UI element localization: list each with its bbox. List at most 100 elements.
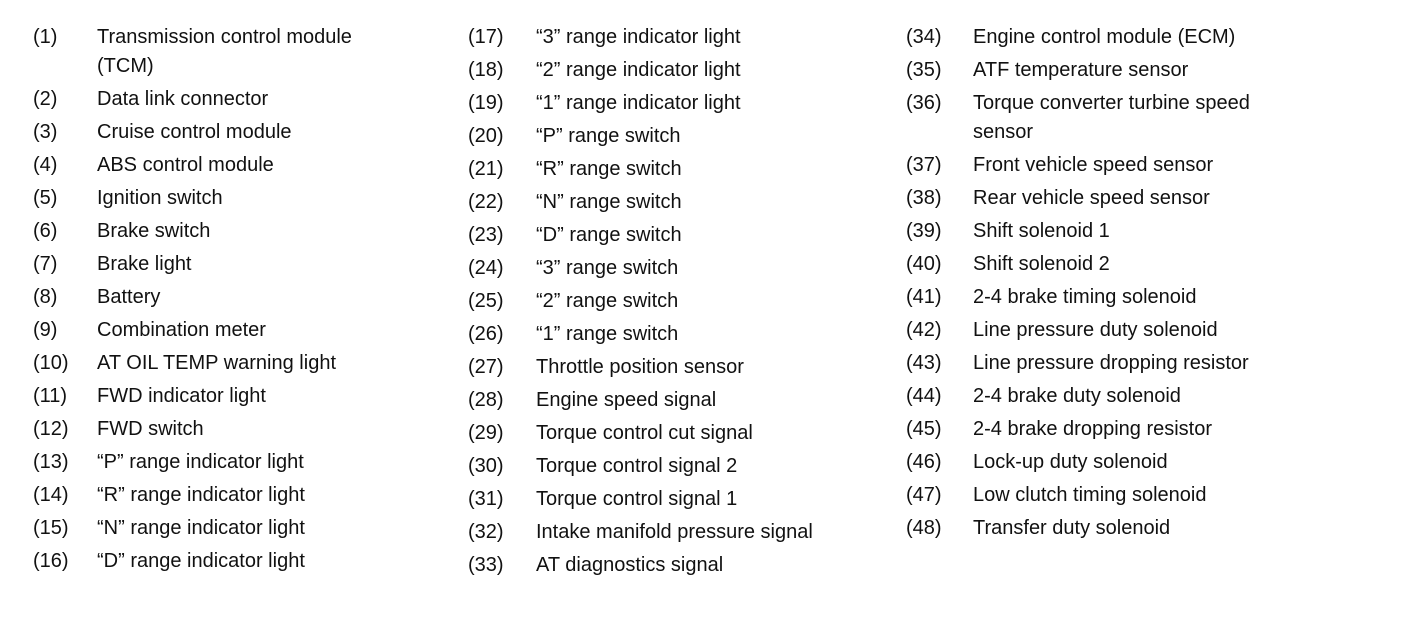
legend-item-label: 2-4 brake timing solenoid [973,283,1250,312]
legend-item: (19) “1” range indicator light [468,89,813,118]
legend-item-label: FWD indicator light [97,382,352,411]
legend-item-label: Torque converter turbine speed sensor [973,89,1250,147]
legend-item: (20) “P” range switch [468,122,813,151]
legend-item-label: “P” range indicator light [97,448,352,477]
legend-item-label-line: Combination meter [97,319,266,341]
legend-item-label-line: Torque converter turbine speed [973,92,1250,114]
legend-item-number: (5) [33,187,58,209]
legend-item-label: “3” range indicator light [536,23,813,52]
legend-item-number: (30) [468,455,504,477]
legend-item-label: Rear vehicle speed sensor [973,184,1250,213]
legend-item: (27) Throttle position sensor [468,353,813,382]
legend-item-label-line: “N” range switch [536,191,682,213]
legend-item-label: “1” range switch [536,320,813,349]
legend-item-label-line: Brake light [97,253,192,275]
legend-item: (5) Ignition switch [33,184,352,213]
legend-item: (46) Lock-up duty solenoid [906,448,1250,477]
legend-item-label-line: “2” range indicator light [536,59,741,81]
legend-item-label-line: Engine speed signal [536,389,717,411]
legend-item-number: (13) [33,451,69,473]
legend-item: (44) 2-4 brake duty solenoid [906,382,1250,411]
legend-item-label-line: Brake switch [97,220,211,242]
legend-item: (47) Low clutch timing solenoid [906,481,1250,510]
legend-item-label: Line pressure dropping resistor [973,349,1250,378]
legend-item-number: (20) [468,125,504,147]
legend-item-label: 2-4 brake duty solenoid [973,382,1250,411]
legend-item-label: “2” range switch [536,287,813,316]
legend-item-label: Shift solenoid 2 [973,250,1250,279]
legend-column-2: (17) “3” range indicator light (18) “2” ran… [468,23,813,584]
legend-item-number: (28) [468,389,504,411]
legend-item-label-line: Cruise control module [97,121,292,143]
legend-item-label-line: Torque control cut signal [536,422,753,444]
legend-item-label: Data link connector [97,85,352,114]
legend-item-label: Throttle position sensor [536,353,813,382]
legend-item-label-line: “3” range indicator light [536,26,741,48]
legend-item-label-line: ABS control module [97,154,274,176]
legend-item: (29) Torque control cut signal [468,419,813,448]
legend-item-number: (7) [33,253,58,275]
legend-item-label-line: Throttle position sensor [536,356,744,378]
legend-item-label-line: “N” range indicator light [97,517,305,539]
legend-item-number: (46) [906,451,942,473]
legend-item-label: “D” range switch [536,221,813,250]
legend-item-label: Brake light [97,250,352,279]
legend-item-number: (41) [906,286,942,308]
legend-item: (16) “D” range indicator light [33,547,352,576]
legend-item-label-line: Shift solenoid 2 [973,253,1110,275]
legend-item-label-line: 2-4 brake timing solenoid [973,286,1197,308]
legend-item: (14) “R” range indicator light [33,481,352,510]
legend-item: (40) Shift solenoid 2 [906,250,1250,279]
legend-item-label: Intake manifold pressure signal [536,518,813,547]
legend-item-number: (2) [33,88,58,110]
legend-item-label: FWD switch [97,415,352,444]
legend-item-number: (17) [468,26,504,48]
legend-item-label-line: ATF temperature sensor [973,59,1189,81]
legend-item-number: (9) [33,319,58,341]
legend-item-label: ATF temperature sensor [973,56,1250,85]
legend-item-number: (38) [906,187,942,209]
legend-item-number: (19) [468,92,504,114]
legend-item-label: Ignition switch [97,184,352,213]
legend-item-label: “P” range switch [536,122,813,151]
legend-item: (33) AT diagnostics signal [468,551,813,580]
legend-item-number: (18) [468,59,504,81]
legend-item-label: Transfer duty solenoid [973,514,1250,543]
legend-item-label: “3” range switch [536,254,813,283]
legend-item-label-line: Line pressure dropping resistor [973,352,1249,374]
legend-item-label: “N” range switch [536,188,813,217]
legend-item-label-line: Line pressure duty solenoid [973,319,1218,341]
legend-item-label-line: “R” range indicator light [97,484,305,506]
legend-item: (2) Data link connector [33,85,352,114]
legend-item-label: Torque control cut signal [536,419,813,448]
legend-item-label: Front vehicle speed sensor [973,151,1250,180]
legend-item-label-line: Transfer duty solenoid [973,517,1171,539]
legend-item-label: “1” range indicator light [536,89,813,118]
legend-item-number: (45) [906,418,942,440]
legend-item-label-line: AT OIL TEMP warning light [97,352,336,374]
legend-item-number: (8) [33,286,58,308]
legend-item: (45) 2-4 brake dropping resistor [906,415,1250,444]
legend-item: (18) “2” range indicator light [468,56,813,85]
legend-item-label-line: Low clutch timing solenoid [973,484,1207,506]
legend-item-number: (31) [468,488,504,510]
legend-item-number: (26) [468,323,504,345]
legend-item-number: (44) [906,385,942,407]
legend-item-label-line: sensor [973,121,1034,143]
legend-item-number: (32) [468,521,504,543]
legend-item: (25) “2” range switch [468,287,813,316]
legend-item-label-line: Battery [97,286,161,308]
legend-item-number: (3) [33,121,58,143]
legend-item-number: (4) [33,154,58,176]
legend-column-1: (1) Transmission control module (TCM) (2) Da… [33,23,352,580]
legend-item-number: (22) [468,191,504,213]
legend-item-number: (16) [33,550,69,572]
legend-item-number: (35) [906,59,942,81]
legend-item-label-line: “3” range switch [536,257,679,279]
legend-item: (24) “3” range switch [468,254,813,283]
legend-item: (11) FWD indicator light [33,382,352,411]
legend-item-number: (39) [906,220,942,242]
legend-item: (36) Torque converter turbine speed sensor [906,89,1250,147]
legend-item-number: (11) [33,385,68,407]
legend-item: (13) “P” range indicator light [33,448,352,477]
